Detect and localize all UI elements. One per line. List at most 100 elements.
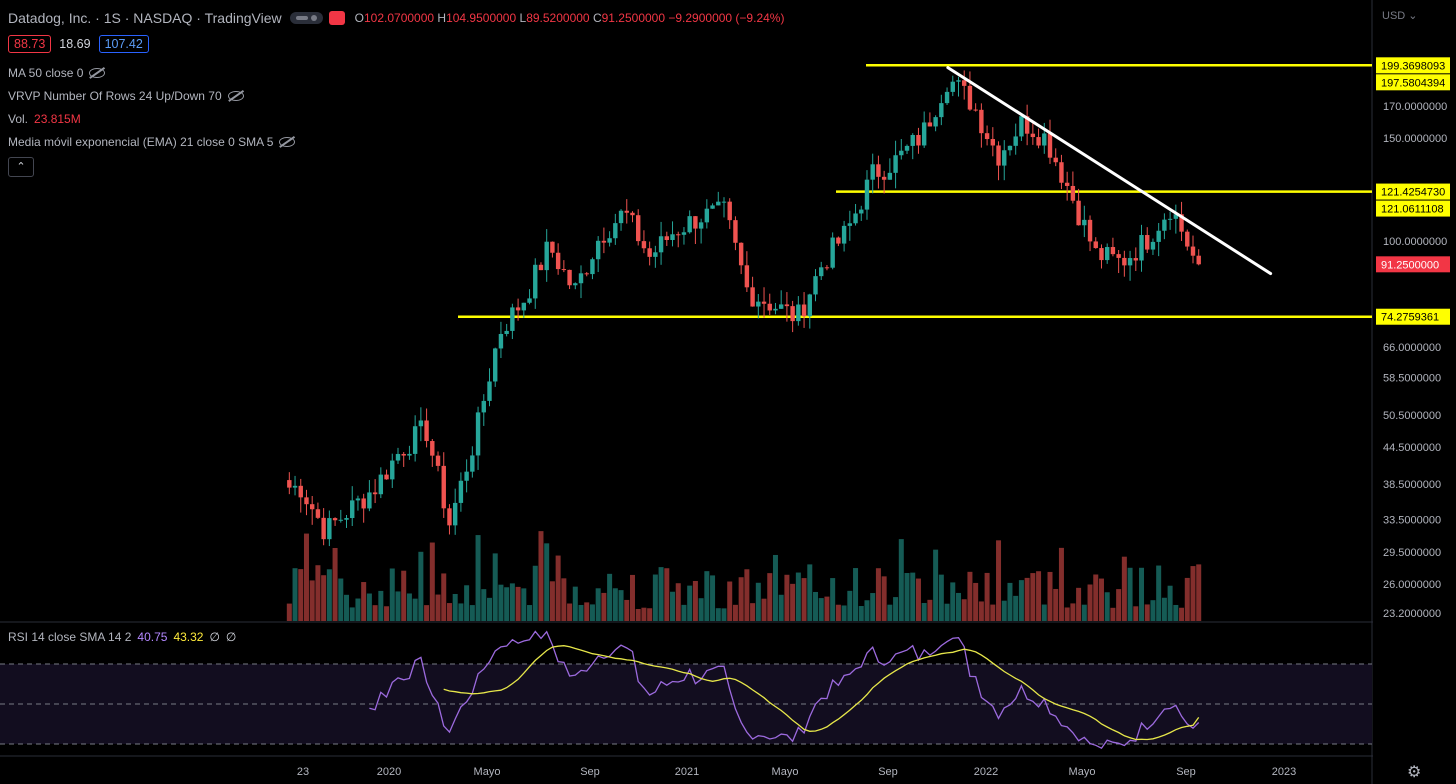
eye-hidden-icon[interactable] <box>279 137 296 147</box>
candle-body <box>927 122 933 127</box>
eye-hidden-icon[interactable] <box>227 91 244 101</box>
volume-bar <box>950 582 956 621</box>
level-price-tag[interactable] <box>1376 57 1450 74</box>
candle-body <box>921 122 927 146</box>
candle-body <box>555 252 561 270</box>
volume-bar <box>1001 600 1007 621</box>
volume-bar <box>378 590 384 621</box>
eye-hidden-icon[interactable] <box>89 68 106 78</box>
gear-icon[interactable]: ⚙ <box>1407 764 1422 781</box>
candle-body <box>984 133 990 140</box>
time-tick-label: Sep <box>1176 766 1196 778</box>
indicator-ema[interactable]: Media móvil exponencial (EMA) 21 close 0… <box>8 135 296 149</box>
level-price-tag[interactable] <box>1376 308 1450 325</box>
candle-body <box>979 109 984 134</box>
volume-bar <box>601 592 607 621</box>
volume-bar <box>778 594 784 621</box>
time-tick-label: Mayo <box>474 766 501 778</box>
horizontal-levels[interactable] <box>458 64 1372 318</box>
volume-bar <box>641 607 647 621</box>
candle-body <box>744 265 750 288</box>
volume-bar <box>990 604 996 621</box>
time-tick-label: Sep <box>878 766 898 778</box>
sell-price-button[interactable]: 88.73 <box>8 35 52 53</box>
volume-bar <box>1179 607 1185 621</box>
spread-value: 18.69 <box>59 37 91 51</box>
candle-body <box>527 298 532 303</box>
candle-body <box>309 504 315 510</box>
volume-bar <box>681 604 687 621</box>
candle-body <box>670 234 675 240</box>
volume-bar <box>813 591 819 621</box>
candle-body <box>613 223 618 239</box>
candle-body <box>881 176 887 180</box>
candle-body <box>630 212 635 216</box>
candle-body <box>458 480 464 503</box>
candle-body <box>384 474 389 480</box>
volume-bar <box>395 591 401 621</box>
volume-bar <box>635 608 641 621</box>
chevron-up-icon[interactable]: ⌃ <box>8 157 34 177</box>
candle-body <box>1082 219 1087 226</box>
time-tick-label: 2022 <box>974 766 998 778</box>
volume-bar <box>435 594 441 621</box>
indicator-volume[interactable]: Vol. 23.815M <box>8 112 81 126</box>
volume-bar <box>761 598 767 621</box>
volume-bar <box>1139 567 1145 621</box>
volume-bar <box>498 584 504 621</box>
candle-body <box>344 518 349 520</box>
volume-bar <box>1070 603 1076 621</box>
volume-bar <box>515 586 521 621</box>
currency-selector[interactable]: USD ⌄ <box>1382 10 1418 22</box>
level-price-tag[interactable] <box>1376 200 1450 217</box>
status-dots-icon <box>289 12 323 24</box>
candle-body <box>1087 219 1093 242</box>
time-axis[interactable]: 23 2020 Mayo Sep 2021 Mayo Sep 2022 Mayo Sep 2023 <box>297 766 1296 778</box>
trendline[interactable] <box>946 66 1273 276</box>
volume-bar <box>561 578 567 621</box>
volume-bar <box>527 605 533 621</box>
volume-bar <box>721 608 727 621</box>
ohlc-values: O102.0700000 H104.9500000 L89.5200000 C9… <box>354 11 785 25</box>
volume-bar <box>1190 566 1196 621</box>
rsi-extra-value: ∅ <box>225 630 237 644</box>
candle-body <box>767 303 772 311</box>
candle-body <box>493 348 498 382</box>
price-tick-label: 33.5000000 <box>1383 514 1441 526</box>
candle-body <box>361 498 366 509</box>
volume-bar <box>1024 577 1030 621</box>
price-axis[interactable]: 170.0000000150.0000000115.0000000100.000… <box>1373 0 1456 784</box>
last-price-tag[interactable] <box>1376 256 1450 273</box>
candle-body <box>1127 258 1133 266</box>
volume-bar <box>1167 585 1173 621</box>
volume-bar <box>584 602 590 621</box>
candle-body <box>287 480 292 488</box>
volume-bar <box>1196 564 1202 621</box>
volume-bar <box>1036 571 1042 621</box>
rsi-extra-value: ∅ <box>209 630 220 644</box>
trendline-line[interactable] <box>946 66 1273 276</box>
volume-bar <box>1110 607 1116 621</box>
price-tick-label: 170.0000000 <box>1383 101 1447 113</box>
indicator-ma[interactable]: MA 50 close 0 <box>8 66 106 80</box>
level-price-tag[interactable] <box>1376 183 1450 200</box>
flag-icon[interactable] <box>328 11 345 25</box>
candle-body <box>813 276 818 295</box>
candle-body <box>315 509 321 518</box>
price-tick-label: 38.5000000 <box>1383 479 1441 491</box>
volume-bar <box>1121 556 1127 621</box>
price-tick-label: 100.0000000 <box>1383 236 1447 248</box>
rsi-label[interactable]: RSI 14 close SMA 14 2 <box>8 630 132 644</box>
candle-body <box>350 500 355 519</box>
volume-bar <box>955 592 961 621</box>
level-price-tag[interactable] <box>1376 74 1450 91</box>
price-tick-label: 150.0000000 <box>1383 133 1447 145</box>
buy-price-button[interactable]: 107.42 <box>98 35 149 53</box>
candle-body <box>653 252 658 257</box>
indicator-vrvp[interactable]: VRVP Number Of Rows 24 Up/Down 70 <box>8 89 244 103</box>
volume-bar <box>1150 600 1156 621</box>
candle-body <box>1013 136 1018 146</box>
volume-bar <box>910 572 916 621</box>
symbol-title[interactable]: Datadog, Inc. · 1S · NASDAQ · TradingVie… <box>8 10 282 26</box>
